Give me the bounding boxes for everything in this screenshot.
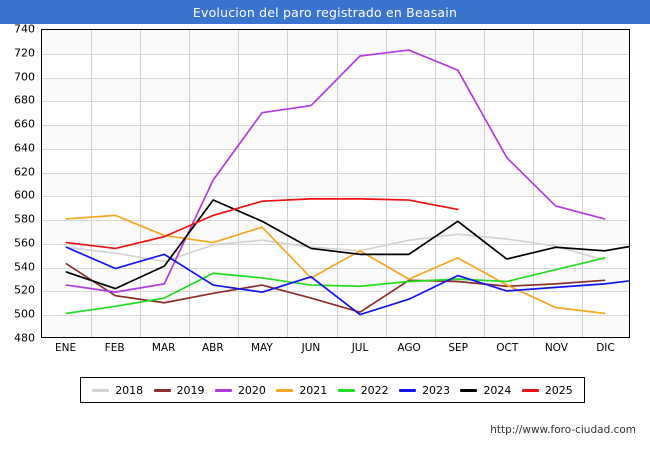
- legend-label-2024: 2024: [483, 383, 512, 397]
- series-line-2024[interactable]: [65, 199, 630, 290]
- gridline-x-DIC: [581, 30, 583, 337]
- y-tick-700: 700: [14, 70, 35, 84]
- x-tick-OCT: OCT: [496, 342, 519, 354]
- legend-item-2024[interactable]: 2024: [455, 384, 516, 397]
- legend-item-2025[interactable]: 2025: [517, 384, 578, 397]
- series-line-2018[interactable]: [65, 233, 606, 263]
- y-tick-500: 500: [14, 307, 35, 321]
- legend-swatch-icon-2019: [153, 388, 171, 392]
- x-tick-JUL: JUL: [351, 342, 369, 354]
- gridline-y-660: [42, 125, 629, 127]
- y-tick-620: 620: [14, 165, 35, 179]
- y-tick-740: 740: [14, 22, 35, 36]
- gridline-y-720: [42, 53, 629, 55]
- legend-swatch-icon-2023: [399, 388, 417, 392]
- y-tick-580: 580: [14, 212, 35, 226]
- plot-band: [42, 243, 629, 268]
- legend-item-2021[interactable]: 2021: [271, 384, 332, 397]
- x-tick-FEB: FEB: [104, 342, 125, 354]
- legend-item-2023[interactable]: 2023: [394, 384, 455, 397]
- legend-item-2019[interactable]: 2019: [148, 384, 209, 397]
- y-tick-680: 680: [14, 93, 35, 107]
- plot-band: [42, 53, 629, 78]
- series-line-2022[interactable]: [65, 257, 606, 315]
- gridline-y-500: [42, 315, 629, 317]
- legend-label-2023: 2023: [422, 383, 451, 397]
- x-tick-AGO: AGO: [397, 342, 421, 354]
- x-tick-MAY: MAY: [250, 342, 273, 354]
- legend-label-2019: 2019: [176, 383, 205, 397]
- x-tick-ENE: ENE: [54, 342, 77, 354]
- legend-label-2021: 2021: [299, 383, 328, 397]
- series-line-2021[interactable]: [65, 214, 606, 315]
- gridline-y-560: [42, 243, 629, 245]
- y-tick-660: 660: [14, 117, 35, 131]
- series-line-2020[interactable]: [65, 49, 606, 293]
- x-tick-SEP: SEP: [448, 342, 469, 354]
- gridline-x-JUN: [287, 30, 289, 337]
- window-title-bar: Evolucion del paro registrado en Beasain: [0, 0, 650, 24]
- plot-area: [41, 29, 630, 338]
- y-tick-720: 720: [14, 46, 35, 60]
- legend-label-2018: 2018: [115, 383, 144, 397]
- gridline-y-640: [42, 148, 629, 150]
- legend-swatch-icon-2021: [276, 388, 294, 392]
- gridline-y-580: [42, 220, 629, 222]
- y-tick-480: 480: [14, 331, 35, 345]
- gridline-y-620: [42, 172, 629, 174]
- gridline-x-OCT: [483, 30, 485, 337]
- x-tick-DIC: DIC: [596, 342, 615, 354]
- x-tick-ABR: ABR: [201, 342, 224, 354]
- chart-legend[interactable]: 2018 2019 2020 2021 2022 2023 2024 2025: [80, 377, 585, 403]
- legend-label-2025: 2025: [544, 383, 573, 397]
- series-line-2023[interactable]: [65, 246, 630, 316]
- y-tick-560: 560: [14, 236, 35, 250]
- y-tick-600: 600: [14, 188, 35, 202]
- gridline-x-MAY: [238, 30, 240, 337]
- page-title: Evolucion del paro registrado en Beasain: [192, 4, 458, 20]
- gridline-x-FEB: [91, 30, 93, 337]
- legend-item-2022[interactable]: 2022: [333, 384, 394, 397]
- y-tick-640: 640: [14, 141, 35, 155]
- y-tick-540: 540: [14, 260, 35, 274]
- gridline-y-600: [42, 196, 629, 198]
- series-line-2019[interactable]: [65, 262, 606, 314]
- gridline-y-680: [42, 101, 629, 103]
- plot-band: [42, 101, 629, 126]
- gridline-x-MAR: [140, 30, 142, 337]
- gridline-x-JUL: [336, 30, 338, 337]
- gridline-y-520: [42, 291, 629, 293]
- legend-swatch-icon-2024: [460, 388, 478, 392]
- plot-band: [42, 196, 629, 221]
- series-line-2025[interactable]: [65, 198, 459, 250]
- gridline-y-700: [42, 77, 629, 79]
- legend-swatch-icon-2022: [337, 388, 355, 392]
- legend-item-2020[interactable]: 2020: [210, 384, 271, 397]
- legend-item-2018[interactable]: 2018: [87, 384, 148, 397]
- y-axis-labels: 480 500 520 540 560 580 600 620 640 660 680 700 720 7…: [0, 22, 38, 450]
- legend-label-2020: 2020: [237, 383, 266, 397]
- legend-swatch-icon-2025: [521, 388, 539, 392]
- y-tick-520: 520: [14, 283, 35, 297]
- legend-swatch-icon-2020: [214, 388, 232, 392]
- chart-container: 480 500 520 540 560 580 600 620 640 660 680 700 720 7…: [0, 22, 650, 450]
- data-series-lines: [65, 49, 630, 316]
- x-tick-MAR: MAR: [151, 342, 176, 354]
- legend-swatch-icon-2018: [92, 388, 110, 392]
- x-tick-NOV: NOV: [544, 342, 568, 354]
- gridline-y-540: [42, 267, 629, 269]
- gridline-x-ABR: [189, 30, 191, 337]
- x-axis-labels: ENE FEB MAR ABR MAY JUN JUL AGO SEP OCT NOV DIC: [41, 342, 630, 362]
- gridline-x-AGO: [385, 30, 387, 337]
- x-tick-JUN: JUN: [301, 342, 321, 354]
- legend-label-2022: 2022: [360, 383, 389, 397]
- gridline-x-SEP: [434, 30, 436, 337]
- plot-band: [42, 148, 629, 173]
- source-url: http://www.foro-ciudad.com: [490, 424, 636, 436]
